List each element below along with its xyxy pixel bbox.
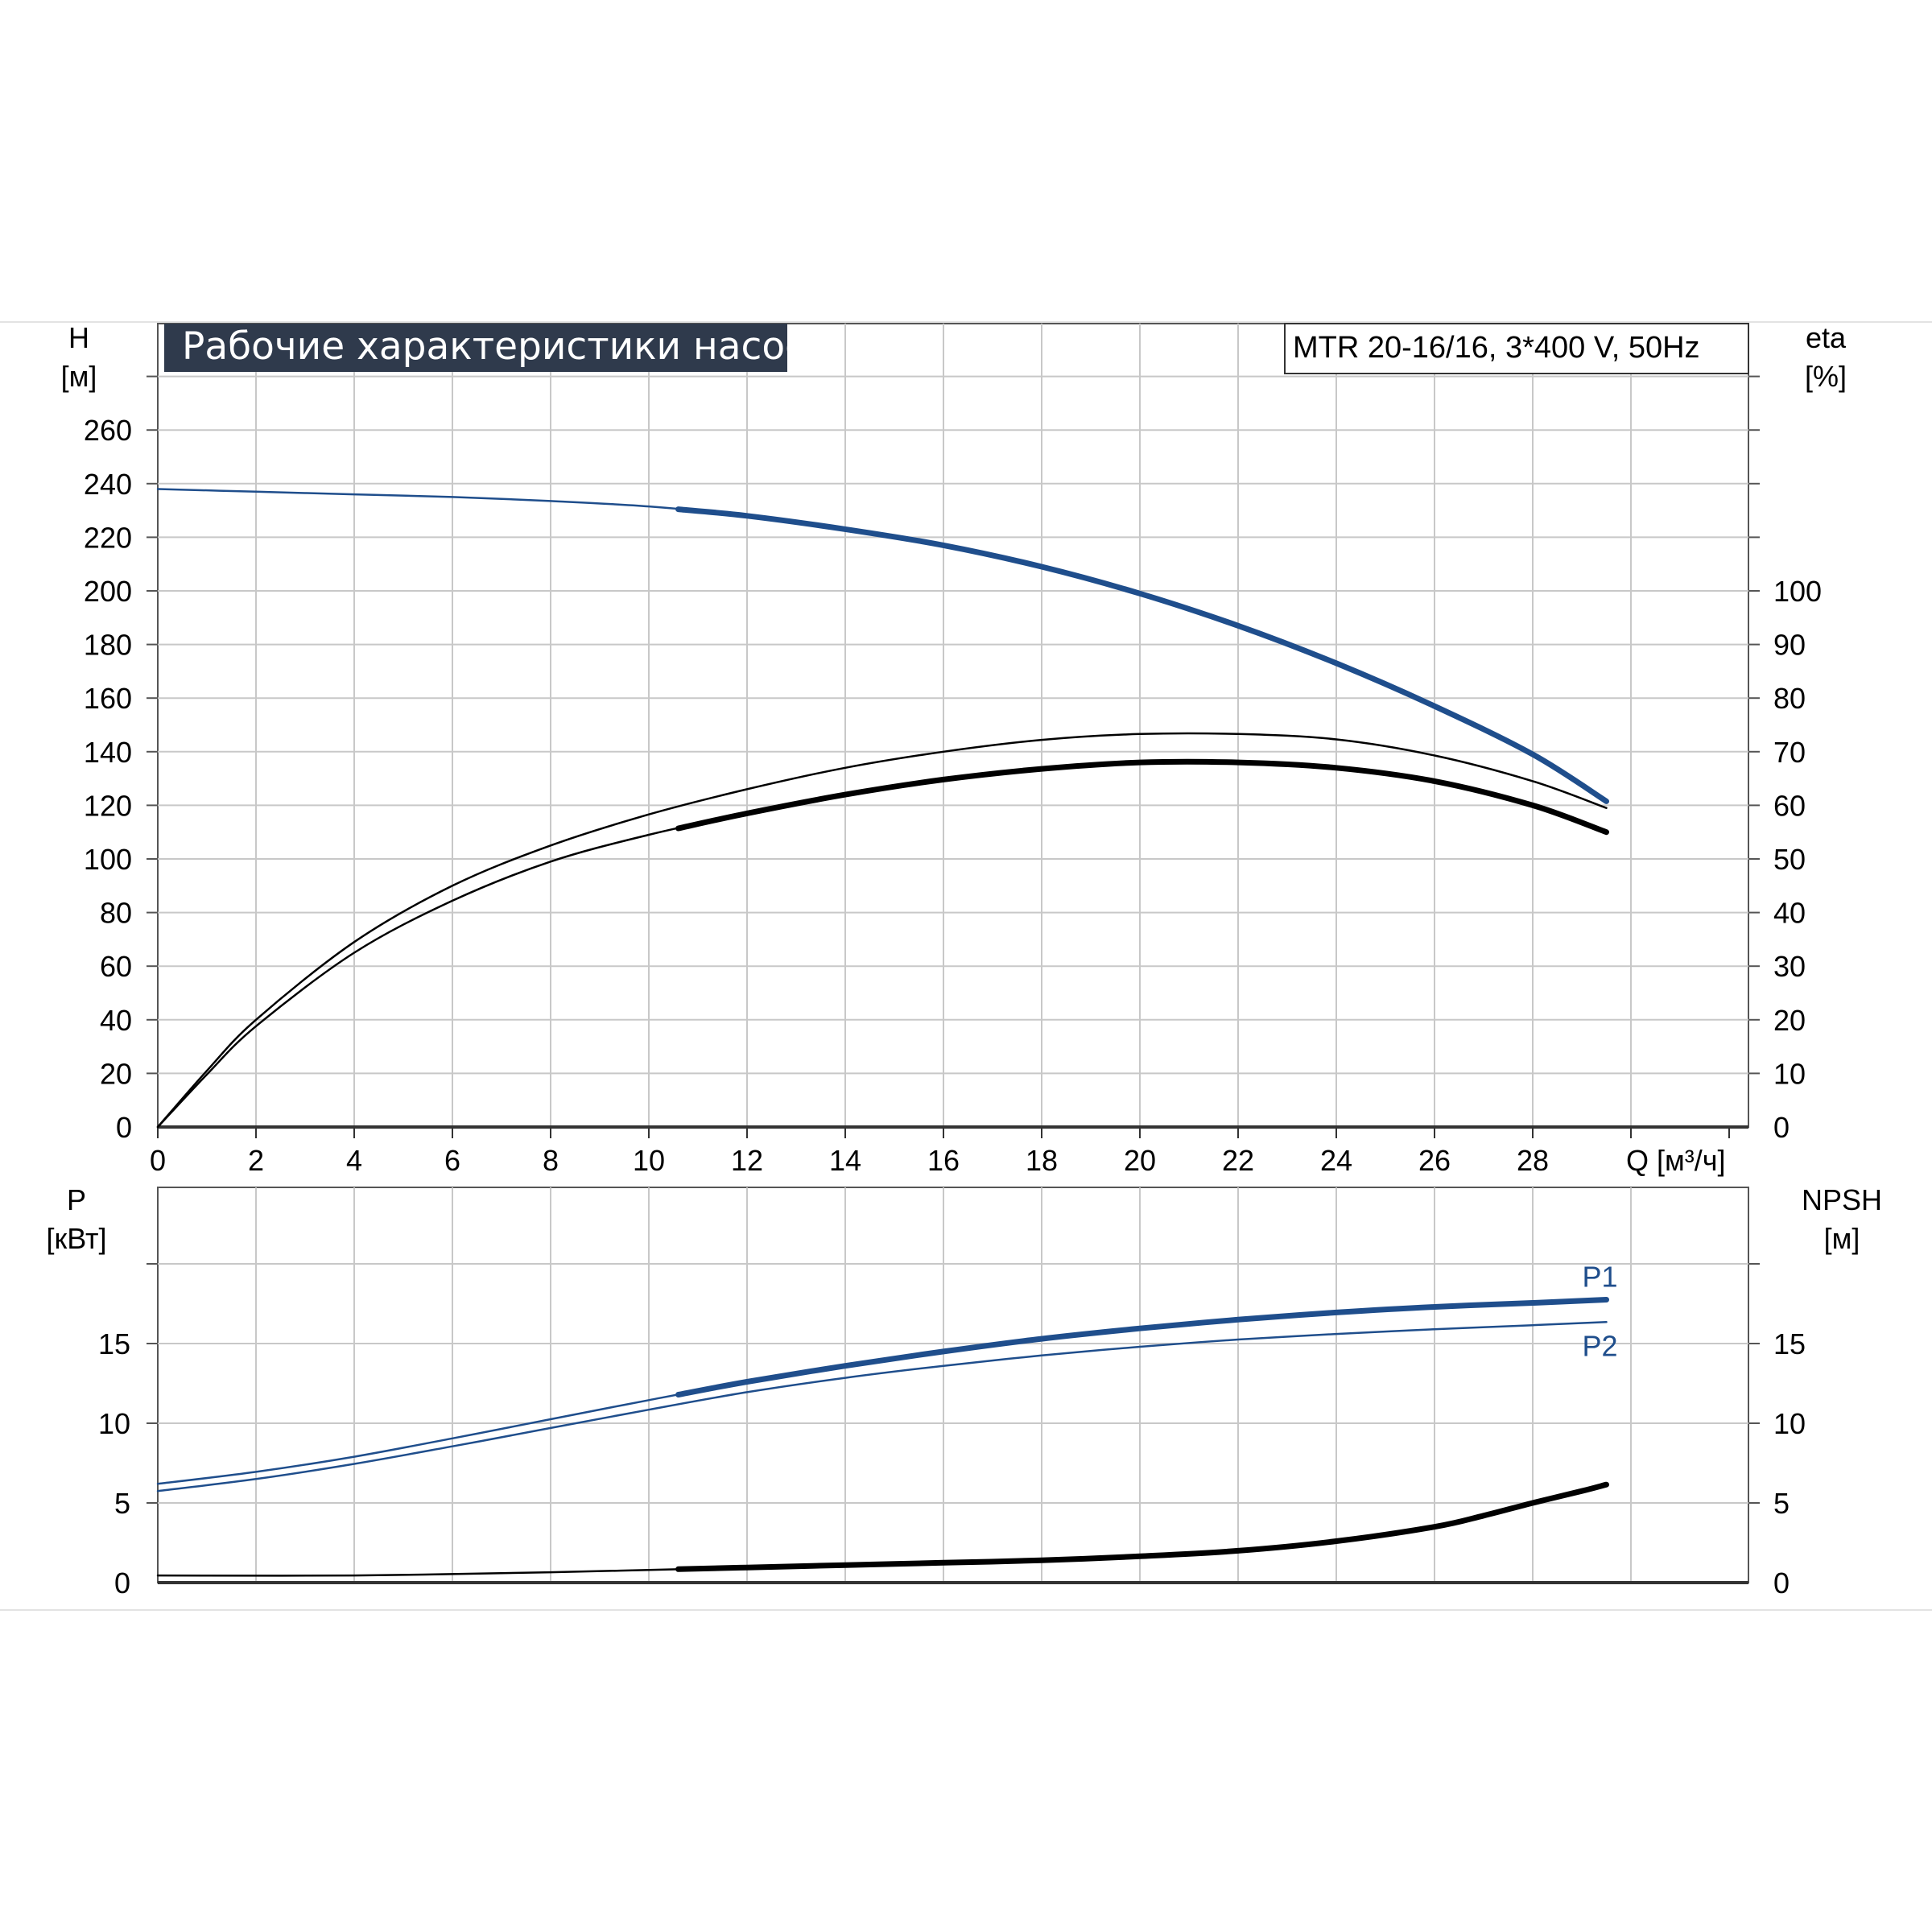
p1-curve [156,1298,1608,1485]
lower-grid [147,1187,1760,1584]
y-tick-label-left: 100 [84,843,132,876]
lower-right-label-2: [м] [1824,1222,1860,1255]
x-tick-label: 10 [633,1144,665,1177]
model-box: MTR 20-16/16, 3*400 V, 50Hz [1284,323,1749,374]
p1-series-label: P1 [1583,1261,1618,1294]
lower-left-label-1: P [67,1183,86,1216]
x-tick-label: 14 [829,1144,861,1177]
lower-left-label-2: [кВт] [46,1222,106,1255]
x-tick-label: 12 [731,1144,763,1177]
upper-ticks: 0 2 4 6 8 10 12 14 16 18 20 22 24 26 28020406080100120… [84,414,1822,1177]
y-tick-label-left: 200 [84,575,132,608]
x-tick-label: 28 [1517,1144,1549,1177]
y-tick-label-right: 70 [1773,736,1806,769]
lower-curves: P1 P2 [156,1261,1618,1577]
upper-right-label-1: eta [1806,321,1847,354]
y-tick-label-left: 80 [100,897,132,930]
y-tick-label-left: 0 [116,1111,132,1144]
p-tick-label-left: 5 [114,1487,130,1520]
y-tick-label-right: 50 [1773,843,1806,876]
y-tick-label-right: 10 [1773,1057,1806,1090]
y-tick-label-right: 90 [1773,629,1806,662]
y-tick-label-right: 100 [1773,575,1822,608]
p-tick-label-left: 0 [114,1567,130,1600]
npsh-curve-operating-range [675,1481,1609,1572]
y-tick-label-left: 140 [84,736,132,769]
p2-series-label: P2 [1583,1329,1618,1362]
efficiency-curve-2 [156,760,1608,1129]
x-tick-label: 22 [1222,1144,1254,1177]
x-tick-label: 24 [1320,1144,1352,1177]
y-tick-label-right: 40 [1773,897,1806,930]
x-tick-label: 6 [444,1144,460,1177]
x-axis-label: Q [м³/ч] [1626,1144,1726,1177]
plot-frame [157,1187,1749,1583]
y-tick-label-left: 240 [84,468,132,501]
y-tick-label-right: 30 [1773,950,1806,983]
lower-right-label-1: NPSH [1802,1183,1882,1216]
upper-right-label-2: [%] [1805,360,1847,393]
efficiency-curve-2-operating-range [675,758,1609,836]
upper-curves [156,488,1609,1129]
x-tick-label: 2 [248,1144,264,1177]
plot-frame [157,323,1749,1128]
npsh-tick-label-right: 0 [1773,1567,1790,1600]
x-tick-label: 16 [927,1144,960,1177]
y-tick-label-left: 60 [100,950,132,983]
upper-left-label-1: H [68,321,89,354]
x-tick-label: 4 [346,1144,362,1177]
x-tick-label: 18 [1026,1144,1058,1177]
y-tick-label-right: 0 [1773,1111,1790,1144]
p-tick-label-left: 15 [98,1327,130,1360]
p-tick-label-left: 10 [98,1407,130,1440]
lower-ticks: 0 5 10 15 0 5 10 15 [98,1327,1806,1600]
y-tick-label-left: 260 [84,414,132,447]
npsh-tick-label-right: 15 [1773,1327,1806,1360]
upper-grid [147,323,1760,1138]
y-tick-label-left: 160 [84,682,132,715]
chart-title: Рабочие характеристики насоса [182,324,829,369]
y-tick-label-left: 180 [84,629,132,662]
y-tick-label-right: 20 [1773,1004,1806,1037]
x-tick-label: 8 [543,1144,559,1177]
y-tick-label-left: 220 [84,521,132,554]
y-tick-label-right: 60 [1773,789,1806,822]
y-tick-label-right: 80 [1773,682,1806,715]
efficiency-curve-1 [156,732,1608,1129]
x-tick-label: 26 [1418,1144,1451,1177]
p1-curve-operating-range [675,1297,1609,1397]
npsh-tick-label-right: 5 [1773,1487,1790,1520]
y-tick-label-left: 40 [100,1004,132,1037]
upper-left-label-2: [м] [61,360,97,393]
head-curve-operating-range [675,506,1609,804]
model-subtitle: MTR 20-16/16, 3*400 V, 50Hz [1293,331,1700,365]
y-tick-label-left: 120 [84,789,132,822]
x-tick-label: 20 [1124,1144,1156,1177]
npsh-tick-label-right: 10 [1773,1407,1806,1440]
x-tick-label: 0 [150,1144,166,1177]
p2-curve [156,1321,1608,1492]
y-tick-label-left: 20 [100,1057,132,1090]
title-banner: Рабочие характеристики насоса [164,324,829,372]
